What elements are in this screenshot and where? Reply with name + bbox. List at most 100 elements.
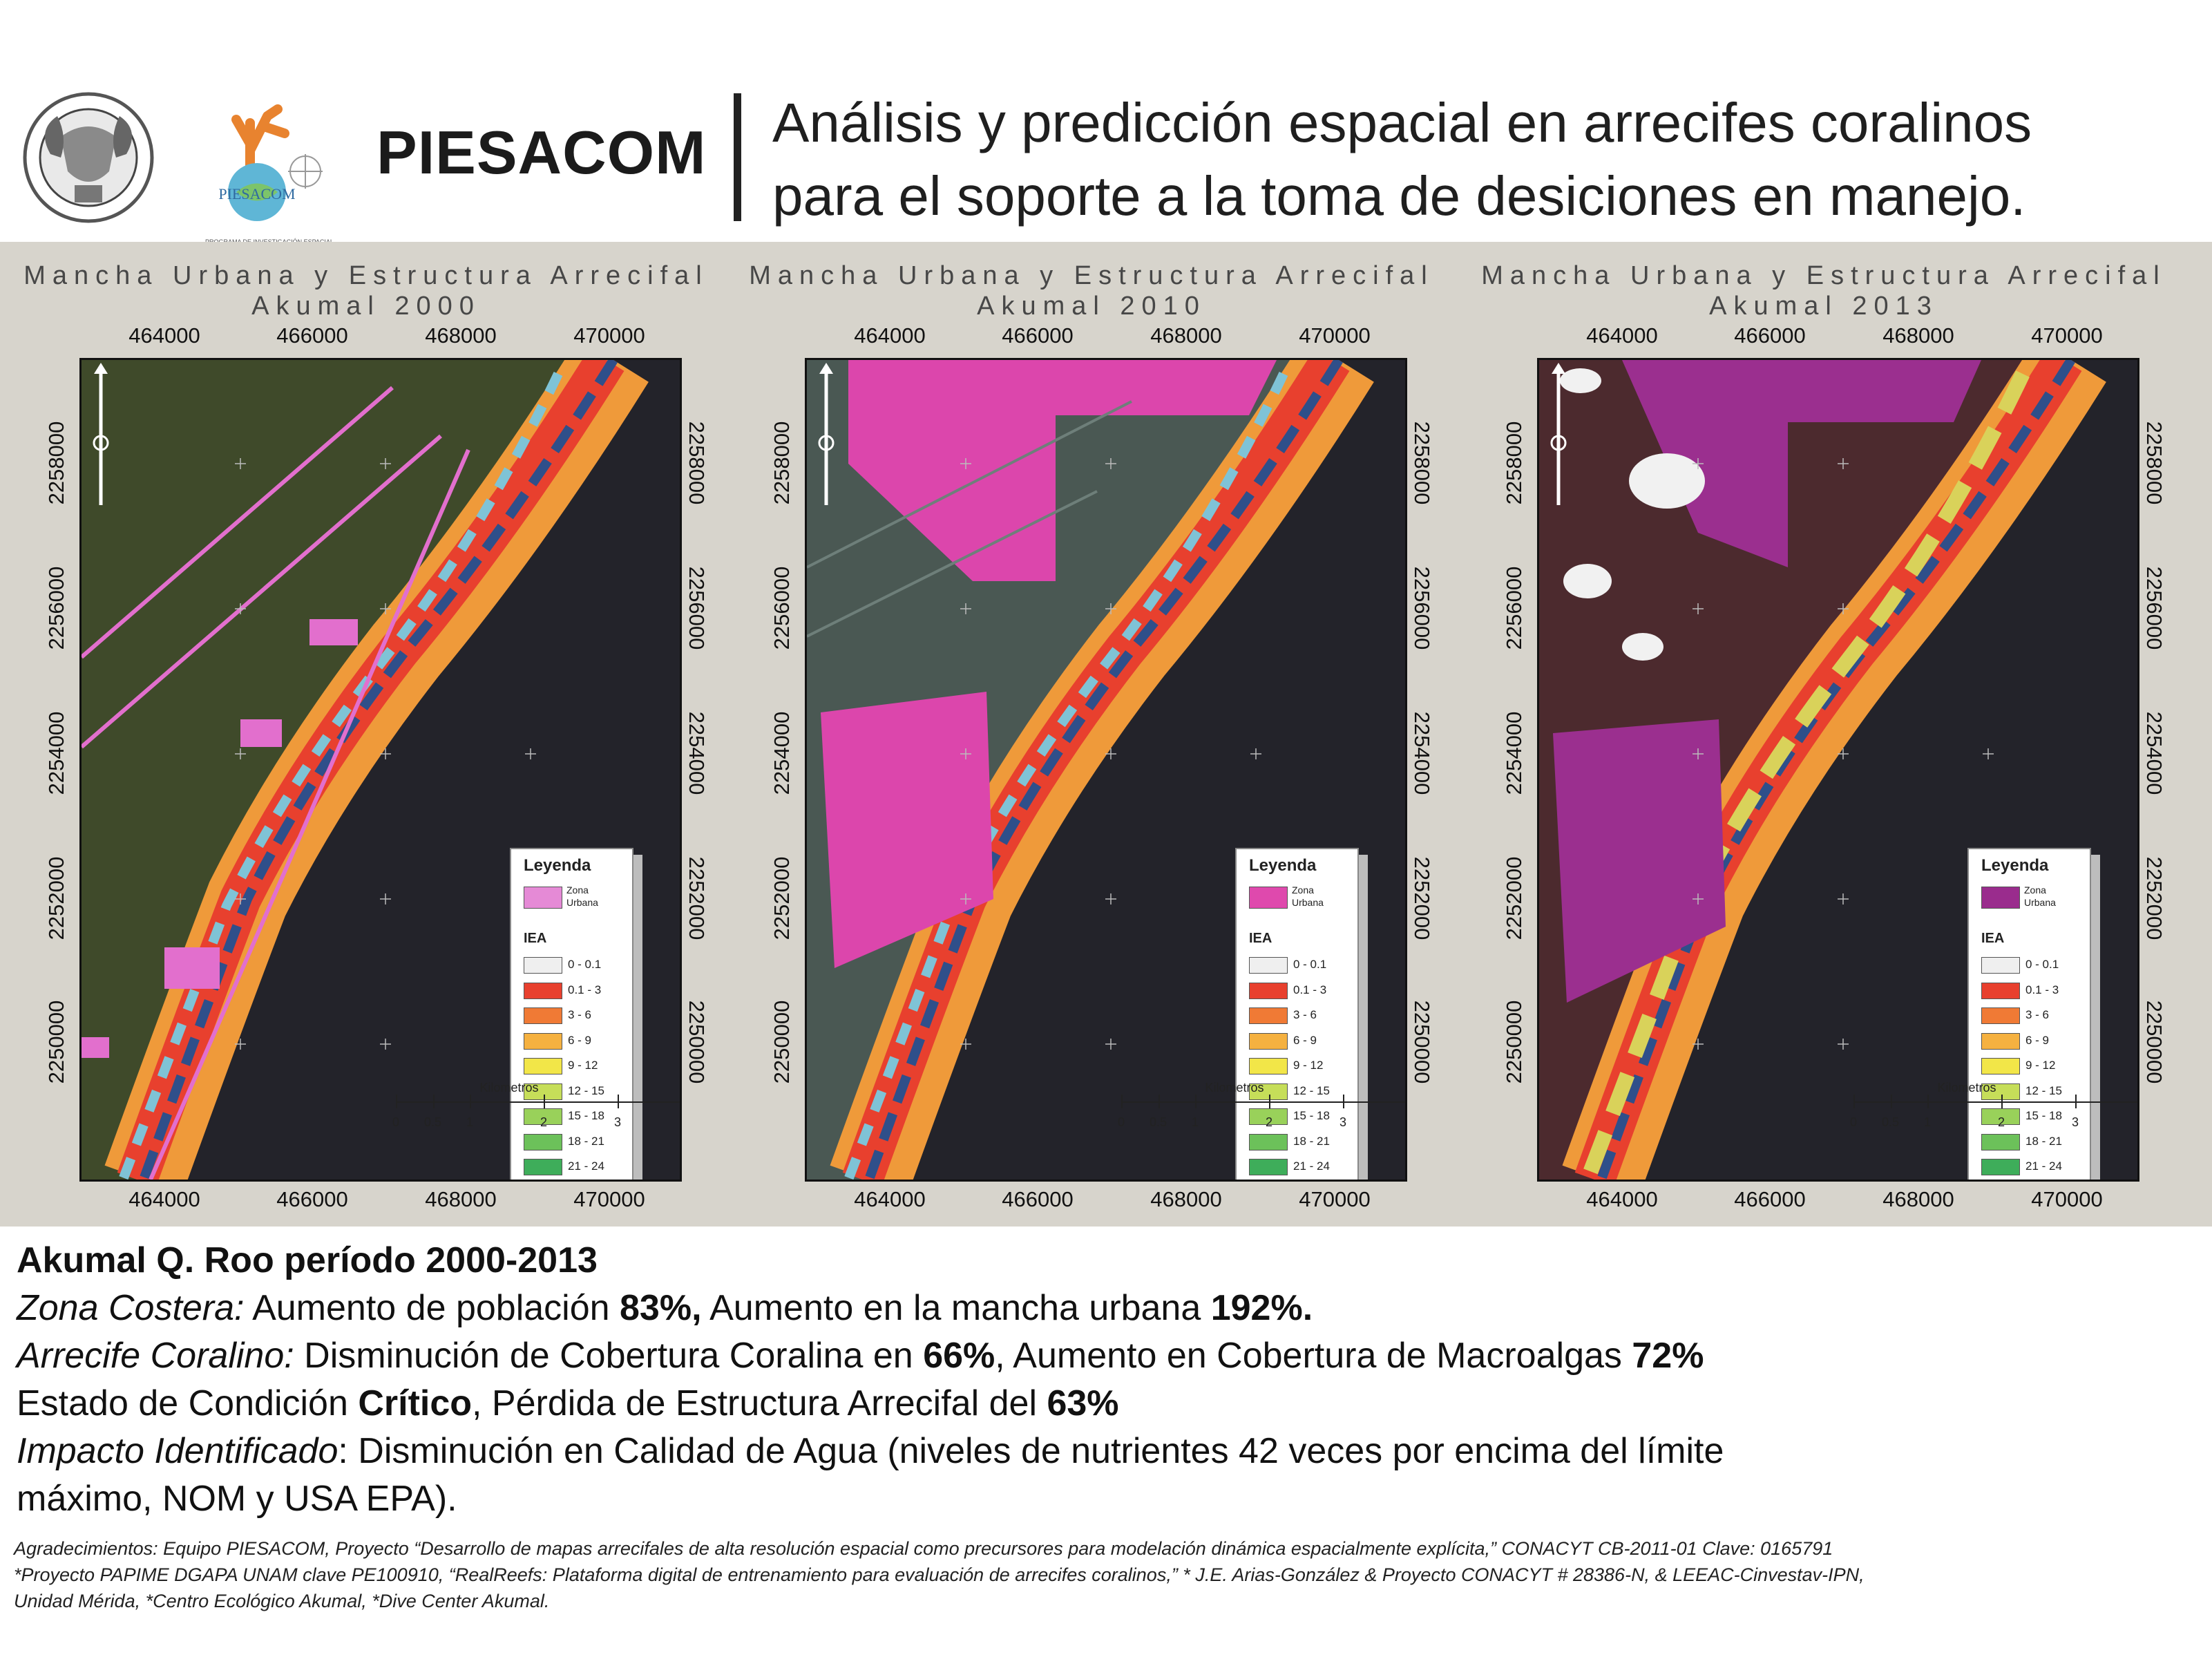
zone-label: Zona: [1292, 884, 1314, 896]
y-tick-label: 2250000: [1502, 1000, 1526, 1084]
ack-line-3: Unidad Mérida, *Centro Ecológico Akumal,…: [14, 1591, 550, 1611]
legend-class-label: 15 - 18: [2025, 1109, 2062, 1122]
map-legend: Leyenda Zona Urbana IEA 0 - 0.1 0.1 - 3 3 - 6 6…: [1235, 848, 1359, 1180]
summary-line-1: Zona Costera: Aumento de población 83%, …: [17, 1285, 1724, 1332]
legend-class-label: 6 - 9: [568, 1033, 592, 1047]
legend-class-label: 9 - 12: [1293, 1059, 1324, 1072]
map-legend: Leyenda Zona Urbana IEA 0 - 0.1 0.1 - 3 3 - 6 6…: [510, 848, 633, 1180]
acknowledgements: Agradecimientos: Equipo PIESACOM, Proyec…: [14, 1535, 2190, 1614]
scalebar-label: 2: [1265, 1115, 1273, 1129]
x-tick-label: 464000: [128, 1187, 200, 1211]
scalebar-tick: [1121, 1095, 1123, 1108]
legend-class-label: 0 - 0.1: [2025, 958, 2059, 971]
compass-icon: [1550, 435, 1567, 451]
scalebar-tick: [396, 1095, 397, 1108]
y-tick-label: 2250000: [685, 1000, 709, 1084]
x-tick-label: 464000: [128, 323, 200, 348]
scalebar-line: [1853, 1101, 2137, 1103]
grid-cross: [235, 1039, 246, 1050]
scalebar-label: 3: [1339, 1115, 1347, 1129]
legend-swatch: [1981, 982, 2020, 999]
legend-class-label: 18 - 21: [568, 1134, 604, 1148]
scalebar-line: [1121, 1101, 1405, 1103]
legend-class-label: 0 - 0.1: [1293, 958, 1327, 971]
legend-swatch: [1249, 1133, 1288, 1151]
grid-cross: [1983, 748, 1994, 759]
scalebar-tick: [470, 1095, 471, 1108]
lagoon-channel: [864, 360, 1343, 1180]
scalebar-tick: [1890, 1095, 1892, 1108]
y-tick-label: 2254000: [44, 711, 68, 795]
y-tick-label: 2250000: [44, 1000, 68, 1084]
legend-swatch: [524, 1108, 562, 1125]
impacto-label: Impacto Identificado: [17, 1431, 339, 1471]
urban-zone: [240, 719, 282, 747]
legend-swatch: [1981, 1133, 2020, 1151]
text: Disminución de Cobertura Coralina en: [294, 1336, 924, 1376]
scalebar-tick: [618, 1095, 619, 1108]
x-tick-label: 470000: [573, 1187, 645, 1211]
scalebar-tick: [2075, 1095, 2077, 1108]
y-tick-label: 2254000: [1410, 711, 1434, 795]
scalebar-tick: [1853, 1095, 1855, 1108]
legend-class-label: 18 - 21: [2025, 1134, 2062, 1148]
condition-status: Crítico: [358, 1383, 473, 1423]
legend-class-label: 12 - 15: [2025, 1083, 2062, 1097]
legend-class-label: 18 - 21: [1293, 1134, 1330, 1148]
summary-line-3: Estado de Condición Crítico, Pérdida de …: [17, 1380, 1724, 1428]
scalebar-title: Kilometros: [1205, 1081, 1264, 1095]
y-tick-label: 2250000: [2142, 1000, 2166, 1084]
legend-swatch: [524, 1032, 562, 1050]
y-tick-label: 2258000: [685, 421, 709, 505]
urban-increase: 192%.: [1210, 1288, 1313, 1328]
x-tick-label: 470000: [2031, 323, 2103, 348]
x-tick-label: 466000: [1734, 323, 1806, 348]
legend-title: Leyenda: [1249, 856, 1317, 875]
iea-title: IEA: [524, 931, 547, 946]
scalebar-title: Kilometros: [1937, 1081, 1996, 1095]
text: : Disminución en Calidad de Agua (nivele…: [338, 1431, 1724, 1471]
x-tick-label: 468000: [1150, 323, 1222, 348]
zone-label: Zona: [566, 884, 589, 896]
x-tick-label: 468000: [1150, 1187, 1222, 1211]
scalebar-tick: [1195, 1095, 1196, 1108]
x-tick-label: 466000: [1734, 1187, 1806, 1211]
legend-swatch: [524, 957, 562, 974]
piesacom-coral-logo-icon: PIESACOM: [218, 104, 323, 221]
grid-cross: [960, 603, 971, 614]
text: , Pérdida de Estructura Arrecifal del: [472, 1383, 1047, 1423]
legend-swatch: [1249, 1007, 1288, 1024]
legend-class-label: 0 - 0.1: [568, 958, 602, 971]
legend-swatch: [1981, 1007, 2020, 1024]
y-tick-label: 2252000: [685, 856, 709, 940]
legend-swatch: [524, 1133, 562, 1151]
urban-zone-swatch: [1249, 887, 1288, 909]
grid-cross: [380, 458, 391, 469]
x-tick-label: 466000: [1002, 323, 1074, 348]
macroalgae-band: [1580, 370, 2030, 1180]
map-panel: Mancha Urbana y Estructura Arrecifal Akum…: [1458, 242, 2190, 1227]
panel-title: Akumal 2013: [1709, 292, 1938, 321]
y-tick-label: 2254000: [770, 711, 794, 795]
urban-zone: [1553, 719, 1726, 1003]
lagoon-channel: [139, 360, 618, 1180]
scalebar-label: 0: [1117, 1115, 1125, 1129]
svg-text:PIESACOM: PIESACOM: [218, 185, 295, 202]
urban-zone: [309, 619, 358, 645]
urban-zone: [848, 360, 1277, 581]
legend-class-label: 0.1 - 3: [1293, 983, 1327, 996]
grid-cross: [1105, 603, 1116, 614]
scalebar-label: 3: [613, 1115, 622, 1129]
legend-swatch: [524, 1083, 562, 1100]
lagoon-channel: [1596, 360, 2075, 1180]
scalebar-label: 0.5: [1881, 1115, 1900, 1129]
scalebar-tick: [544, 1095, 545, 1108]
panel-title: Akumal 2010: [977, 292, 1206, 321]
unam-crest-icon: [23, 92, 154, 223]
compass-icon: [93, 435, 109, 451]
text: Aumento en la mancha urbana: [701, 1288, 1211, 1328]
north-arrow-head-icon: [1552, 363, 1565, 374]
cloud: [1563, 564, 1612, 598]
legend-class-label: 21 - 24: [568, 1159, 604, 1173]
grid-cross: [960, 893, 971, 905]
